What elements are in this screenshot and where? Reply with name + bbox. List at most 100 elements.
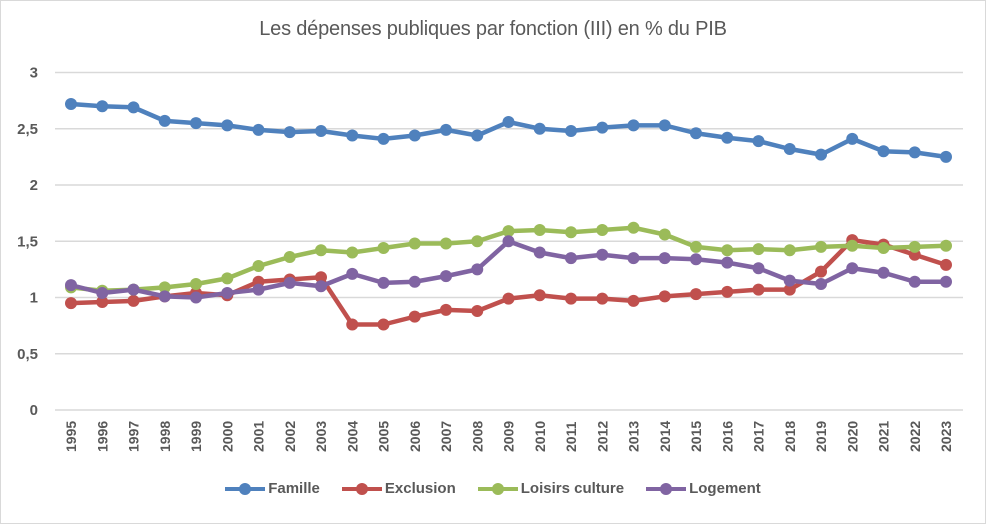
legend-item-famille: Famille — [225, 480, 320, 497]
data-point-famille — [127, 101, 140, 114]
x-tick-label: 1996 — [94, 421, 110, 452]
data-point-famille — [658, 119, 671, 132]
data-point-famille — [377, 132, 390, 145]
data-point-exclusion — [783, 283, 796, 296]
data-point-exclusion — [315, 271, 327, 284]
data-point-famille — [315, 125, 327, 137]
y-tick-label: 0,5 — [17, 346, 38, 363]
data-point-exclusion — [658, 290, 671, 303]
x-tick-label: 2012 — [594, 421, 610, 452]
data-point-logement — [408, 275, 421, 288]
data-point-exclusion — [127, 294, 140, 307]
data-point-famille — [252, 123, 265, 136]
data-point-exclusion — [596, 292, 609, 305]
x-tick-label: 2014 — [657, 421, 673, 452]
series-famille — [65, 98, 952, 163]
data-point-logement — [502, 235, 515, 248]
data-point-loisirs-culture — [471, 235, 484, 248]
x-tick-label: 2020 — [844, 421, 860, 452]
x-tick-label: 2004 — [344, 421, 360, 452]
data-point-exclusion — [752, 283, 765, 296]
data-point-famille — [440, 123, 452, 136]
x-tick-label: 2006 — [407, 421, 423, 452]
series-group — [65, 98, 952, 331]
data-point-loisirs-culture — [440, 237, 452, 250]
data-point-loisirs-culture — [377, 242, 390, 254]
x-axis: 1995 1996 1997 1998 1999 2000 2001 2002 2003 2004… — [63, 421, 954, 452]
data-point-logement — [65, 279, 77, 292]
x-tick-label: 2005 — [376, 421, 392, 452]
data-point-logement — [377, 276, 390, 289]
y-tick-label: 1,5 — [17, 233, 38, 250]
data-point-loisirs-culture — [596, 224, 609, 236]
data-point-logement — [533, 246, 546, 259]
data-point-famille — [627, 119, 640, 132]
data-point-exclusion — [377, 318, 390, 331]
series-loisirs-culture — [65, 221, 952, 297]
data-point-loisirs-culture — [721, 244, 734, 257]
x-tick-label: 2017 — [751, 421, 767, 452]
data-point-exclusion — [690, 288, 702, 301]
x-tick-label: 2001 — [251, 421, 267, 452]
x-tick-label: 1997 — [126, 421, 142, 452]
x-tick-label: 2003 — [313, 421, 329, 452]
data-point-logement — [315, 280, 327, 293]
legend: Famille Exclusion Loisirs culture Logement — [0, 480, 986, 497]
x-tick-label: 2023 — [938, 421, 954, 452]
data-point-famille — [721, 131, 734, 144]
data-point-famille — [752, 135, 765, 148]
x-tick-label: 2022 — [907, 421, 923, 452]
legend-marker-icon — [646, 482, 687, 495]
data-point-logement — [658, 252, 671, 265]
data-point-logement — [596, 248, 609, 261]
data-point-exclusion — [815, 265, 827, 278]
data-point-loisirs-culture — [221, 272, 234, 285]
x-tick-label: 2021 — [876, 421, 892, 452]
data-point-famille — [221, 119, 234, 132]
data-point-loisirs-culture — [877, 242, 890, 254]
data-point-logement — [440, 270, 452, 283]
data-point-exclusion — [533, 289, 546, 302]
data-point-logement — [627, 252, 640, 265]
data-point-logement — [190, 291, 202, 304]
x-tick-label: 1998 — [157, 421, 173, 452]
data-point-loisirs-culture — [565, 226, 577, 239]
data-point-famille — [940, 150, 952, 163]
legend-label: Famille — [268, 480, 320, 497]
data-point-logement — [877, 266, 890, 279]
x-tick-label: 2016 — [719, 421, 735, 452]
data-point-logement — [346, 267, 359, 280]
data-point-loisirs-culture — [908, 240, 921, 253]
y-tick-label: 0 — [30, 402, 38, 419]
data-point-exclusion — [502, 292, 515, 305]
data-point-loisirs-culture — [815, 240, 827, 253]
data-point-loisirs-culture — [690, 240, 702, 253]
data-point-logement — [846, 262, 859, 275]
data-point-famille — [596, 121, 609, 134]
legend-label: Logement — [689, 480, 761, 497]
series-logement — [65, 235, 952, 304]
x-tick-label: 2011 — [563, 421, 579, 452]
data-point-famille — [877, 145, 890, 158]
y-tick-label: 2 — [30, 177, 38, 194]
chart-title: Les dépenses publiques par fonction (III… — [259, 18, 727, 40]
data-point-famille — [283, 126, 296, 139]
y-axis: 0 0,5 1 1,5 2 2,5 3 — [17, 65, 38, 420]
data-point-famille — [783, 143, 796, 155]
data-point-logement — [721, 256, 734, 269]
data-point-logement — [127, 283, 140, 296]
x-tick-label: 2002 — [282, 421, 298, 452]
data-point-loisirs-culture — [408, 237, 421, 250]
y-tick-label: 3 — [30, 65, 38, 82]
x-tick-label: 2015 — [688, 421, 704, 452]
data-point-famille — [65, 98, 77, 110]
data-point-loisirs-culture — [502, 225, 515, 238]
data-point-logement — [252, 283, 265, 296]
data-point-exclusion — [627, 294, 640, 307]
data-point-logement — [96, 287, 109, 299]
data-point-logement — [221, 287, 234, 299]
y-tick-label: 2,5 — [17, 121, 38, 138]
legend-marker-icon — [225, 482, 266, 495]
data-point-logement — [158, 290, 171, 303]
data-point-loisirs-culture — [940, 239, 952, 252]
